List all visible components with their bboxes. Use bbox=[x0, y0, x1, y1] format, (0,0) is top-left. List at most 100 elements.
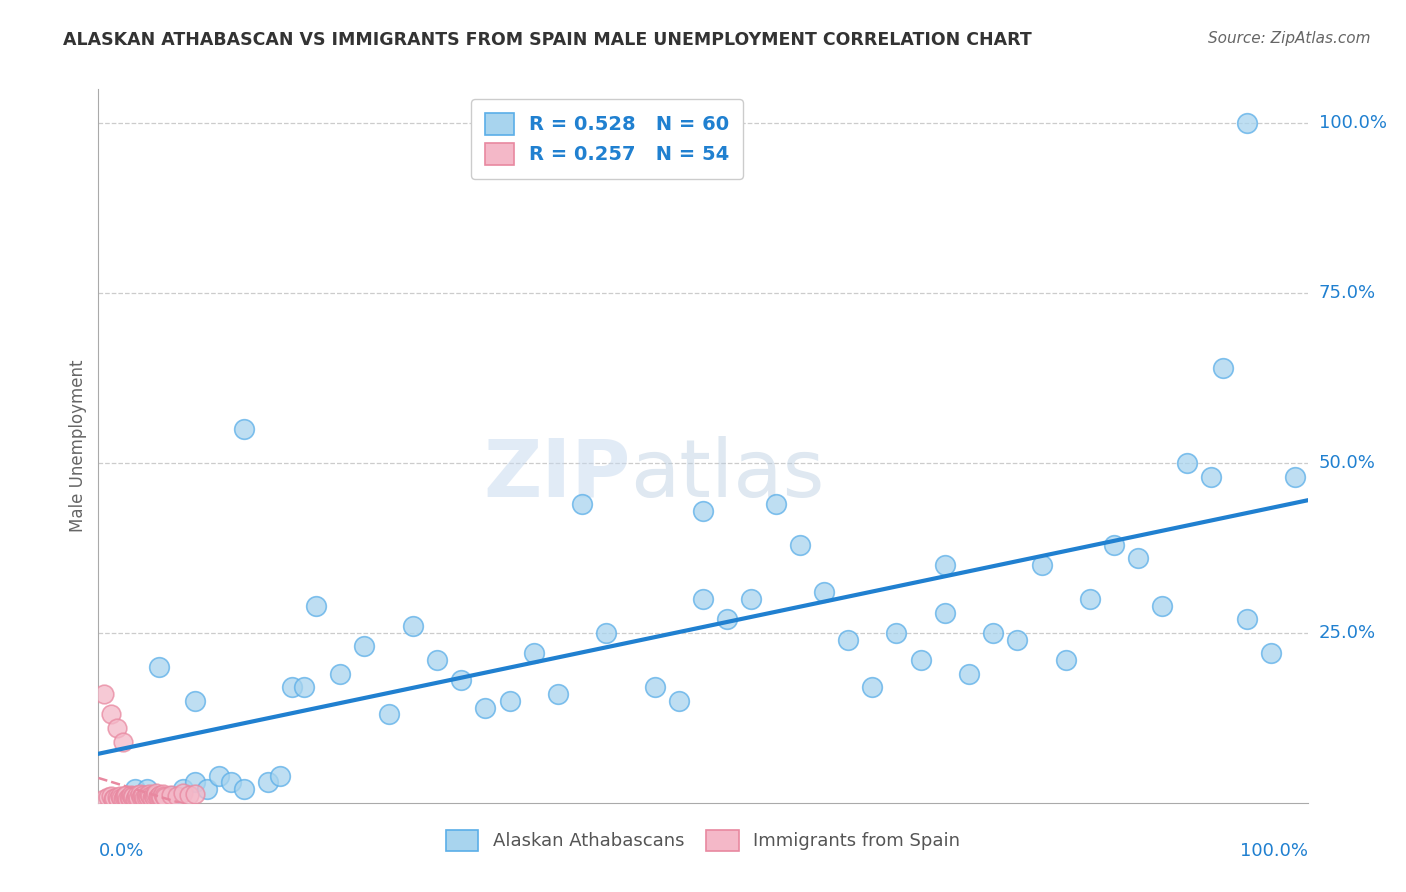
Point bbox=[150, 789, 173, 804]
Point bbox=[221, 775, 243, 789]
Point bbox=[1007, 632, 1029, 647]
Point bbox=[160, 788, 183, 802]
Point bbox=[118, 789, 141, 804]
Point bbox=[110, 791, 132, 805]
Point bbox=[353, 640, 375, 654]
Point bbox=[129, 790, 152, 805]
Point bbox=[97, 790, 120, 805]
Point bbox=[1260, 646, 1282, 660]
Point bbox=[860, 680, 883, 694]
Point bbox=[100, 707, 122, 722]
Point bbox=[117, 791, 139, 805]
Point bbox=[571, 497, 593, 511]
Point bbox=[149, 788, 172, 802]
Point bbox=[1212, 360, 1234, 375]
Point bbox=[152, 789, 174, 803]
Point bbox=[1128, 551, 1150, 566]
Point bbox=[957, 666, 980, 681]
Point bbox=[716, 612, 738, 626]
Point bbox=[124, 782, 146, 797]
Point bbox=[256, 775, 278, 789]
Point bbox=[172, 786, 194, 800]
Point bbox=[292, 680, 315, 694]
Point bbox=[143, 789, 166, 803]
Point bbox=[692, 503, 714, 517]
Point bbox=[143, 789, 166, 804]
Text: Source: ZipAtlas.com: Source: ZipAtlas.com bbox=[1208, 31, 1371, 46]
Point bbox=[981, 626, 1004, 640]
Point bbox=[1175, 456, 1198, 470]
Point bbox=[125, 789, 148, 804]
Text: 75.0%: 75.0% bbox=[1319, 284, 1376, 302]
Point bbox=[146, 790, 169, 805]
Point bbox=[692, 591, 714, 606]
Point bbox=[450, 673, 472, 688]
Point bbox=[886, 626, 908, 640]
Text: ALASKAN ATHABASCAN VS IMMIGRANTS FROM SPAIN MALE UNEMPLOYMENT CORRELATION CHART: ALASKAN ATHABASCAN VS IMMIGRANTS FROM SP… bbox=[63, 31, 1032, 49]
Point bbox=[232, 782, 254, 797]
Point bbox=[1102, 537, 1125, 551]
Point bbox=[101, 792, 124, 806]
Point bbox=[153, 790, 176, 805]
Point bbox=[269, 769, 291, 783]
Point bbox=[134, 791, 156, 805]
Point bbox=[595, 626, 617, 640]
Point bbox=[426, 653, 449, 667]
Point bbox=[111, 734, 134, 748]
Point bbox=[142, 788, 165, 802]
Point bbox=[105, 721, 128, 735]
Point bbox=[837, 632, 859, 647]
Point bbox=[108, 789, 131, 803]
Point bbox=[208, 769, 231, 783]
Point bbox=[172, 782, 194, 797]
Point bbox=[138, 787, 160, 801]
Text: ZIP: ZIP bbox=[484, 435, 630, 514]
Point bbox=[132, 788, 155, 802]
Point bbox=[135, 782, 157, 797]
Point bbox=[789, 537, 811, 551]
Point bbox=[765, 497, 787, 511]
Point bbox=[668, 694, 690, 708]
Point bbox=[166, 789, 188, 803]
Point bbox=[184, 775, 207, 789]
Point bbox=[232, 422, 254, 436]
Point bbox=[148, 660, 170, 674]
Y-axis label: Male Unemployment: Male Unemployment bbox=[69, 359, 87, 533]
Point bbox=[547, 687, 569, 701]
Point bbox=[122, 789, 145, 803]
Point bbox=[152, 787, 174, 801]
Point bbox=[329, 666, 352, 681]
Point bbox=[136, 790, 159, 805]
Point bbox=[813, 585, 835, 599]
Point bbox=[131, 789, 153, 803]
Point bbox=[377, 707, 399, 722]
Point bbox=[281, 680, 304, 694]
Text: 25.0%: 25.0% bbox=[1319, 624, 1376, 642]
Text: 100.0%: 100.0% bbox=[1240, 842, 1308, 860]
Point bbox=[1152, 599, 1174, 613]
Point bbox=[103, 791, 125, 805]
Point bbox=[128, 787, 150, 801]
Point bbox=[127, 791, 149, 805]
Point bbox=[1199, 469, 1222, 483]
Text: atlas: atlas bbox=[630, 435, 825, 514]
Point bbox=[1031, 558, 1053, 572]
Point bbox=[498, 694, 520, 708]
Point bbox=[934, 606, 956, 620]
Point bbox=[100, 789, 122, 803]
Point bbox=[145, 786, 167, 800]
Point bbox=[934, 558, 956, 572]
Point bbox=[1236, 116, 1258, 130]
Point bbox=[148, 789, 170, 803]
Point bbox=[105, 790, 128, 805]
Point bbox=[474, 700, 496, 714]
Point bbox=[127, 789, 149, 803]
Point bbox=[179, 789, 201, 803]
Point bbox=[1284, 469, 1306, 483]
Point bbox=[184, 787, 207, 801]
Point bbox=[1236, 612, 1258, 626]
Point bbox=[118, 791, 141, 805]
Point bbox=[121, 790, 143, 805]
Point bbox=[112, 790, 135, 805]
Point bbox=[139, 789, 162, 803]
